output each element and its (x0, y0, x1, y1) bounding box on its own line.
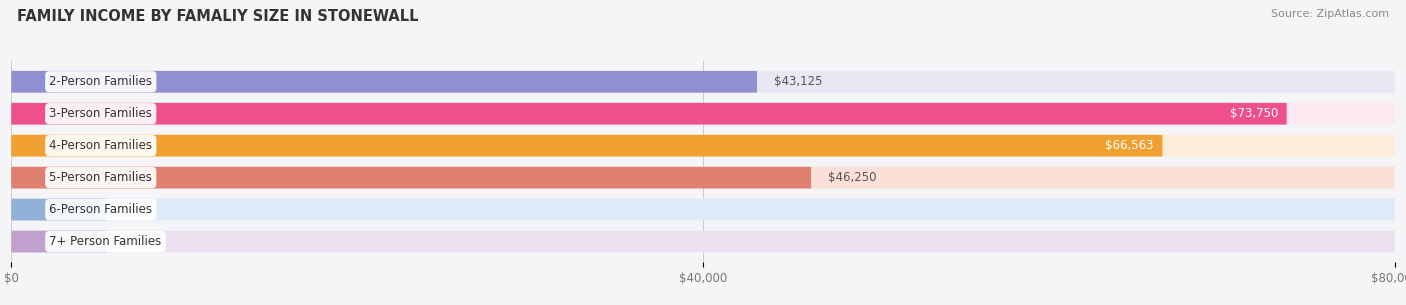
Text: $43,125: $43,125 (775, 75, 823, 88)
FancyBboxPatch shape (11, 71, 1395, 93)
FancyBboxPatch shape (11, 135, 1395, 156)
FancyBboxPatch shape (11, 199, 107, 221)
FancyBboxPatch shape (11, 103, 1286, 124)
Text: 7+ Person Families: 7+ Person Families (49, 235, 162, 248)
FancyBboxPatch shape (11, 167, 1395, 188)
Text: $73,750: $73,750 (1230, 107, 1278, 120)
FancyBboxPatch shape (11, 231, 1395, 253)
Text: 5-Person Families: 5-Person Families (49, 171, 152, 184)
Text: 2-Person Families: 2-Person Families (49, 75, 152, 88)
Text: 6-Person Families: 6-Person Families (49, 203, 152, 216)
Text: $66,563: $66,563 (1105, 139, 1154, 152)
FancyBboxPatch shape (11, 135, 1163, 156)
Text: $0: $0 (124, 203, 139, 216)
Text: 3-Person Families: 3-Person Families (49, 107, 152, 120)
FancyBboxPatch shape (11, 103, 1395, 124)
FancyBboxPatch shape (11, 199, 1395, 221)
Text: FAMILY INCOME BY FAMALIY SIZE IN STONEWALL: FAMILY INCOME BY FAMALIY SIZE IN STONEWA… (17, 9, 419, 24)
Text: 4-Person Families: 4-Person Families (49, 139, 152, 152)
FancyBboxPatch shape (11, 231, 107, 253)
Text: Source: ZipAtlas.com: Source: ZipAtlas.com (1271, 9, 1389, 19)
FancyBboxPatch shape (11, 167, 811, 188)
FancyBboxPatch shape (11, 71, 756, 93)
Text: $0: $0 (124, 235, 139, 248)
Text: $46,250: $46,250 (828, 171, 877, 184)
